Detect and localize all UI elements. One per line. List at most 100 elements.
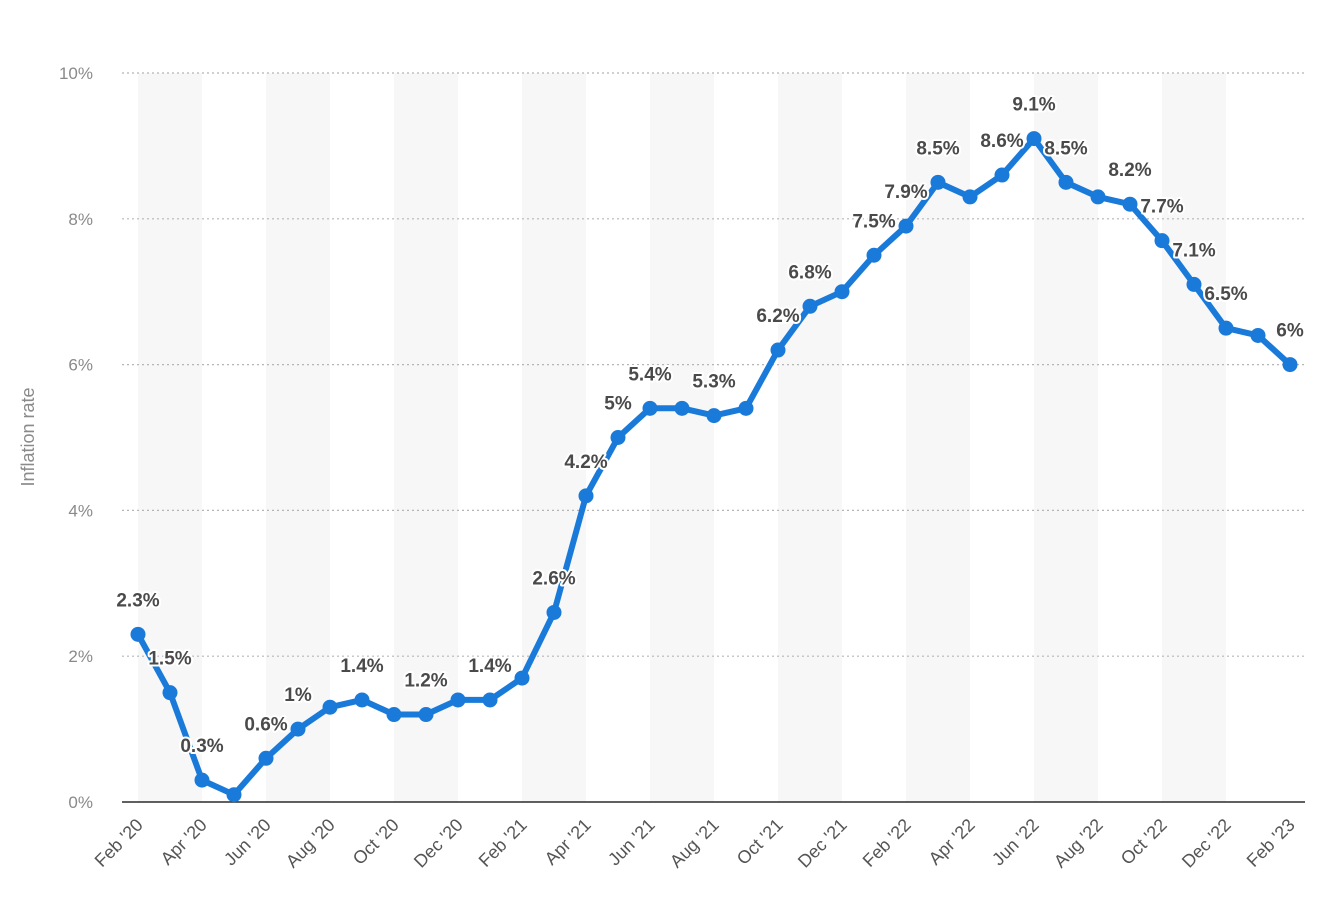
data-points <box>130 131 1298 803</box>
x-tick-label: Aug '22 <box>1050 815 1107 872</box>
data-label: 7.9% <box>884 182 927 203</box>
data-label: 2.3% <box>116 590 159 611</box>
data-point <box>994 167 1010 183</box>
data-label: 4.2% <box>564 452 607 473</box>
x-tick-label: Aug '20 <box>282 815 339 872</box>
data-point <box>386 707 402 723</box>
data-point <box>546 604 562 620</box>
data-point <box>834 284 850 300</box>
data-point <box>450 692 466 708</box>
data-point <box>706 408 722 424</box>
background-band <box>778 73 842 802</box>
background-band <box>1162 73 1226 802</box>
data-point <box>1250 327 1266 343</box>
data-label: 9.1% <box>1012 95 1055 116</box>
y-tick-label: 4% <box>68 501 93 520</box>
x-tick-label: Oct '22 <box>1117 815 1171 869</box>
data-label: 7.1% <box>1172 240 1215 261</box>
data-point <box>930 174 946 190</box>
data-point <box>194 772 210 788</box>
y-axis-label: Inflation rate <box>18 387 38 486</box>
data-point <box>1090 189 1106 205</box>
x-tick-label: Feb '20 <box>91 815 147 871</box>
x-tick-label: Feb '22 <box>859 815 915 871</box>
data-label: 8.5% <box>1044 138 1087 159</box>
data-point <box>418 707 434 723</box>
x-tick-label: Jun '22 <box>988 815 1043 870</box>
x-tick-label: Apr '21 <box>541 815 595 869</box>
data-label: 6.8% <box>788 262 831 283</box>
data-point <box>130 626 146 642</box>
data-point <box>642 400 658 416</box>
x-tick-label: Feb '21 <box>475 815 531 871</box>
x-tick-label: Dec '22 <box>1178 815 1235 872</box>
data-point <box>226 787 242 803</box>
x-tick-label: Oct '20 <box>349 815 403 869</box>
data-label: 8.6% <box>980 131 1023 152</box>
data-label: 5% <box>604 394 632 415</box>
x-tick-label: Oct '21 <box>733 815 787 869</box>
data-point <box>962 189 978 205</box>
data-point <box>482 692 498 708</box>
data-point <box>162 685 178 701</box>
x-tick-label: Apr '22 <box>925 815 979 869</box>
data-point <box>866 247 882 263</box>
data-label: 2.6% <box>532 568 575 589</box>
background-band <box>138 73 202 802</box>
data-point <box>1186 276 1202 292</box>
data-point <box>610 430 626 445</box>
data-point <box>802 298 818 314</box>
data-labels: 2.3% 1.5% 0.3% 0.6% 1% 1.4% 1.2% 1.4% 2.6% 4.2% 5%… <box>114 93 1305 760</box>
grid-lines <box>122 72 1305 657</box>
x-tick-label: Jun '20 <box>220 815 275 870</box>
data-label: 1.2% <box>404 671 447 692</box>
background-bands <box>138 73 1226 802</box>
data-label: 5.4% <box>628 364 671 385</box>
x-tick-label: Dec '21 <box>794 815 851 872</box>
y-tick-label: 6% <box>68 356 93 375</box>
data-point <box>258 750 274 766</box>
y-tick-label: 2% <box>68 647 93 666</box>
data-label: 0.6% <box>244 714 287 735</box>
data-point <box>738 400 754 416</box>
data-label: 5.3% <box>692 372 735 393</box>
data-label: 8.2% <box>1108 160 1151 181</box>
data-point <box>354 692 370 708</box>
background-band <box>394 73 458 802</box>
y-tick-label: 0% <box>68 793 93 812</box>
data-point <box>578 488 594 504</box>
data-label: 7.7% <box>1140 197 1183 218</box>
data-point <box>1282 357 1298 373</box>
data-label: 7.5% <box>852 211 895 232</box>
data-label: 1.4% <box>340 656 383 677</box>
data-label: 8.5% <box>916 138 959 159</box>
data-label: 6% <box>1276 321 1304 342</box>
data-point <box>514 670 530 686</box>
x-axis-ticks: Feb '20 Apr '20 Jun '20 Aug '20 Oct '20 Dec '… <box>91 815 1299 872</box>
x-tick-label: Dec '20 <box>410 815 467 872</box>
data-label: 1.5% <box>148 649 191 670</box>
y-tick-label: 8% <box>68 210 93 229</box>
x-tick-label: Feb '23 <box>1243 815 1299 871</box>
data-point <box>770 342 786 358</box>
background-band <box>650 73 714 802</box>
background-band <box>266 73 330 802</box>
data-label: 1.4% <box>468 656 511 677</box>
data-point <box>290 721 306 737</box>
data-point <box>674 400 690 416</box>
data-label: 6.2% <box>756 306 799 327</box>
data-point <box>1058 174 1074 190</box>
data-label: 6.5% <box>1204 284 1247 305</box>
data-point <box>1154 233 1170 249</box>
data-label: 0.3% <box>180 736 223 757</box>
data-point <box>1026 131 1042 147</box>
y-tick-label: 10% <box>59 64 93 83</box>
y-axis-ticks: 0% 2% 4% 6% 8% 10% <box>59 64 93 812</box>
x-tick-label: Apr '20 <box>157 815 211 869</box>
background-band <box>522 73 586 802</box>
data-point <box>1122 196 1138 212</box>
data-point <box>322 699 338 715</box>
x-tick-label: Jun '21 <box>604 815 659 870</box>
x-tick-label: Aug '21 <box>666 815 723 872</box>
